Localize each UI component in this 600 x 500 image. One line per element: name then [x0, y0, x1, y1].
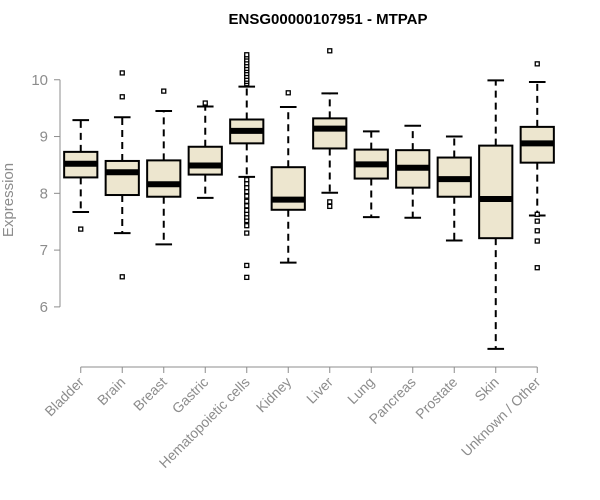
box-iqr [187, 145, 223, 176]
x-tick-label: Lung [344, 374, 377, 407]
outlier-point [119, 274, 125, 280]
outlier-point [244, 274, 250, 281]
x-tick-label: Unknown / Other [458, 374, 544, 460]
outlier-point [244, 177, 250, 183]
outlier-point [78, 226, 84, 232]
outlier-point [534, 265, 540, 271]
outlier-point [327, 48, 333, 54]
outlier-point [534, 211, 540, 217]
outlier-point [534, 238, 540, 244]
y-axis-label: Expression [0, 163, 17, 237]
outlier-point [534, 218, 540, 224]
box-iqr [146, 159, 182, 198]
outlier-point [202, 100, 208, 106]
box-group [187, 100, 223, 199]
x-tick-label: Skin [471, 374, 502, 405]
x-tick-label: Liver [303, 374, 336, 407]
box-iqr [478, 144, 514, 240]
box-series [63, 48, 555, 350]
outlier-point [244, 52, 250, 58]
box-group [353, 130, 389, 219]
x-tick-label: Breast [130, 374, 170, 414]
box-group [436, 135, 472, 242]
outlier-point [244, 207, 250, 214]
box-group [312, 48, 348, 210]
y-tick-label: 9 [40, 129, 48, 146]
y-tick-label: 6 [40, 299, 48, 316]
outlier-point [285, 90, 291, 96]
x-tick-label: Bladder [41, 374, 87, 420]
outlier-point [244, 262, 250, 269]
outlier-point [244, 223, 250, 229]
outlier-point [161, 88, 167, 94]
outlier-point [244, 203, 250, 209]
y-tick-label: 8 [40, 185, 48, 202]
box-iqr [312, 117, 348, 150]
y-axis: 6 7 8 9 10 [31, 72, 61, 316]
x-tick-label: Brain [94, 374, 128, 408]
box-group [270, 90, 306, 264]
box-group [104, 70, 140, 280]
box-group [478, 79, 514, 350]
y-tick-label: 10 [31, 72, 48, 89]
outlier-point [119, 94, 125, 100]
chart-title: ENSG00000107951 - MTPAP [229, 11, 428, 28]
y-tick-label: 7 [40, 242, 48, 259]
box-group [395, 124, 431, 219]
outlier-point [534, 228, 540, 234]
outlier-point [244, 230, 250, 236]
box-group [63, 119, 99, 232]
box-group [229, 52, 265, 281]
x-tick-label: Kidney [253, 374, 295, 416]
outlier-point [327, 199, 333, 205]
box-iqr [104, 159, 140, 197]
outlier-point [244, 193, 250, 199]
outlier-point [534, 61, 540, 67]
outlier-point [244, 198, 250, 204]
box-group [146, 88, 182, 246]
outlier-point [327, 203, 333, 210]
box-iqr [270, 166, 306, 211]
box-group [519, 61, 555, 271]
outlier-point [119, 70, 125, 76]
x-tick-label: Prostate [412, 374, 460, 422]
